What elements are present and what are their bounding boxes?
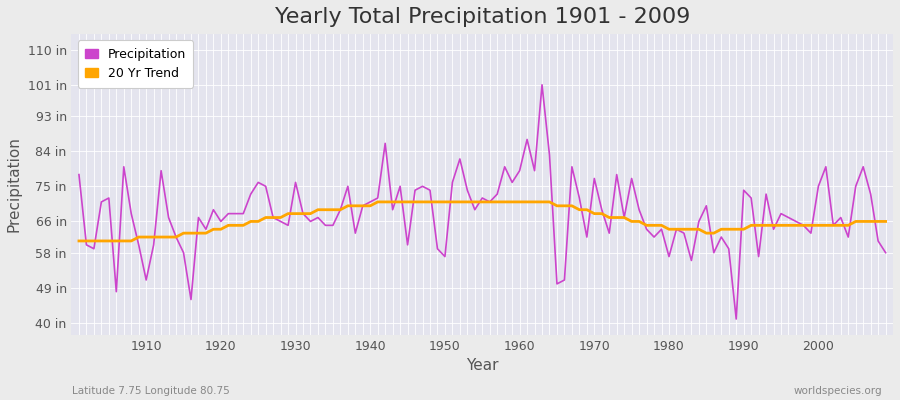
Title: Yearly Total Precipitation 1901 - 2009: Yearly Total Precipitation 1901 - 2009 — [274, 7, 690, 27]
Legend: Precipitation, 20 Yr Trend: Precipitation, 20 Yr Trend — [77, 40, 194, 88]
Text: worldspecies.org: worldspecies.org — [794, 386, 882, 396]
Text: Latitude 7.75 Longitude 80.75: Latitude 7.75 Longitude 80.75 — [72, 386, 230, 396]
Y-axis label: Precipitation: Precipitation — [7, 136, 22, 232]
X-axis label: Year: Year — [466, 358, 499, 373]
